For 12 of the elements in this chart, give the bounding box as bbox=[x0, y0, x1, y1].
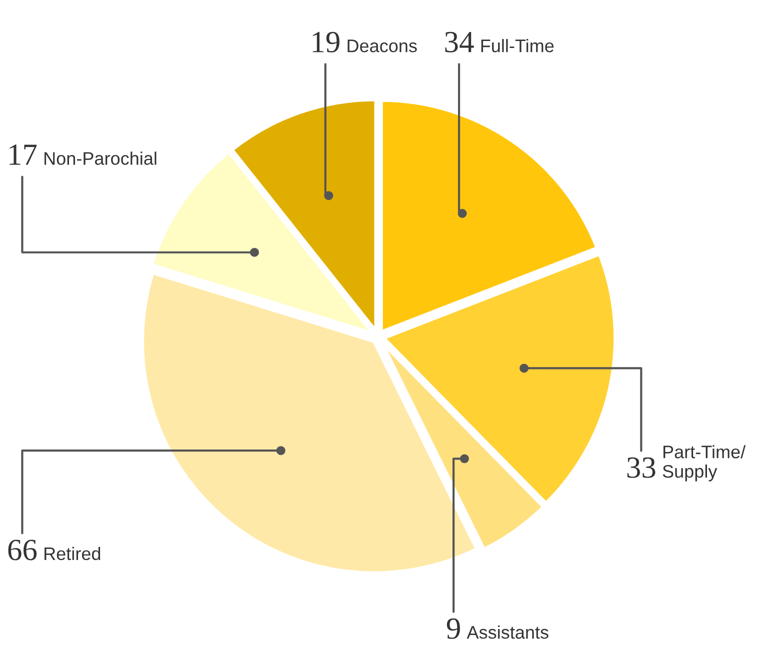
slice-label: Deacons bbox=[348, 40, 417, 52]
slice-label: Part-Time/ Supply bbox=[662, 445, 746, 482]
slice-label: Assistants bbox=[466, 626, 548, 639]
slice-label: Non-Parochial bbox=[44, 152, 156, 165]
slice-label: Full-Time bbox=[481, 39, 554, 52]
data-label: 17 bbox=[10, 144, 37, 165]
data-label: 19 bbox=[312, 32, 340, 52]
data-label: 66 bbox=[8, 540, 37, 560]
slice-label: Retired bbox=[44, 546, 100, 560]
data-label: 9 bbox=[446, 618, 460, 639]
data-label: 33 bbox=[627, 457, 656, 478]
data-label: 34 bbox=[445, 32, 474, 52]
